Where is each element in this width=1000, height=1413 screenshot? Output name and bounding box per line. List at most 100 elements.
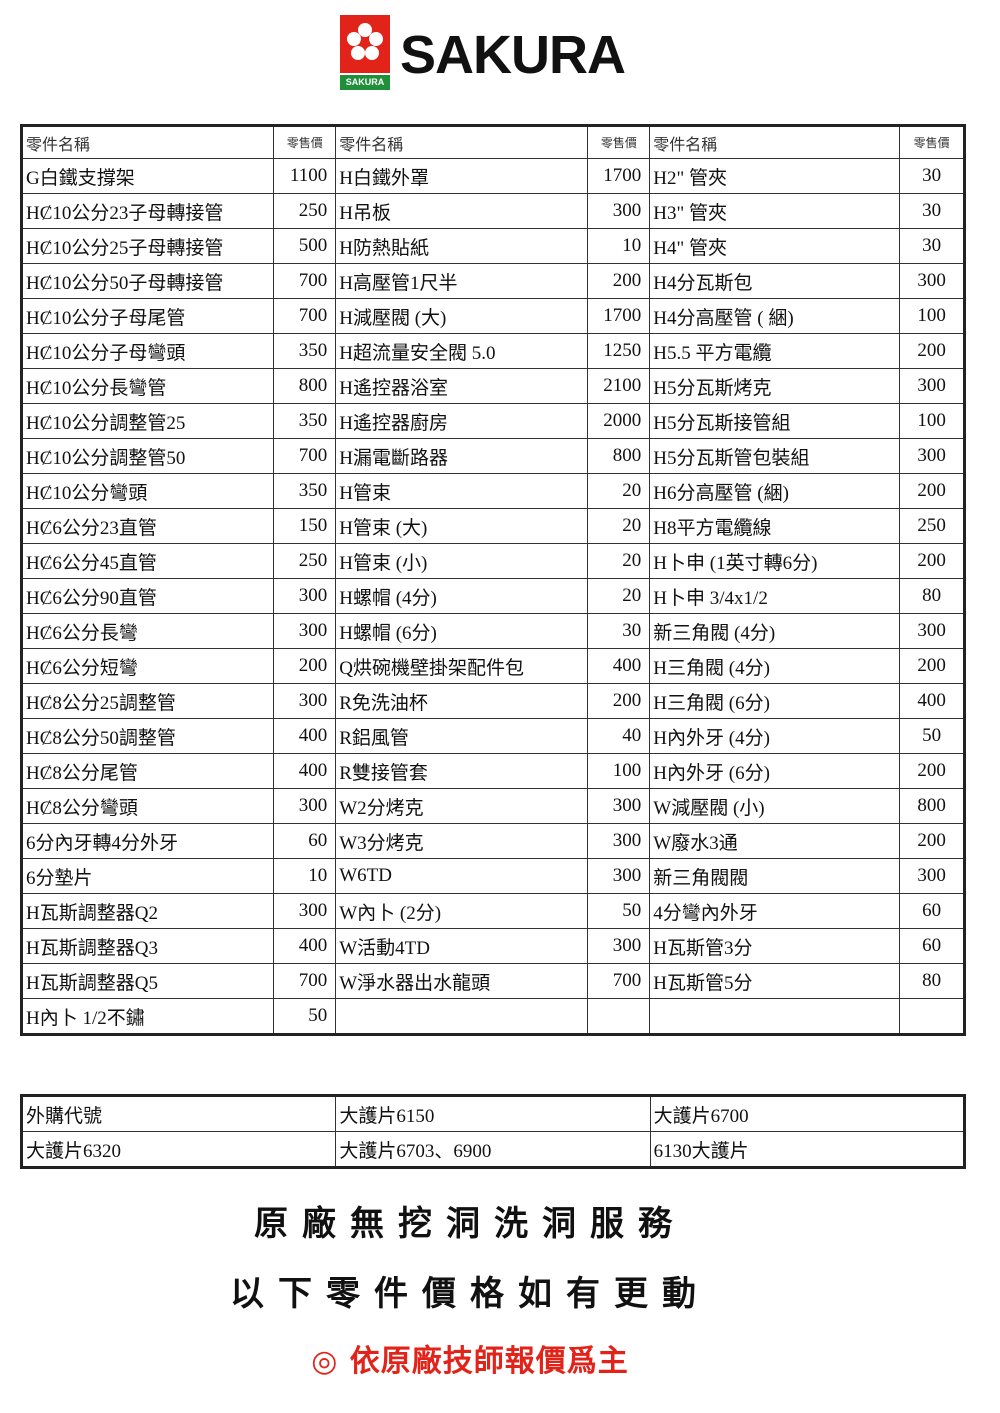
brand-name: SAKURA (400, 25, 626, 85)
part-name: R雙接管套 (335, 753, 589, 789)
part-price: 40 (587, 718, 651, 754)
part-name: R免洗油杯 (335, 683, 589, 719)
part-name: 6分內牙轉4分外牙 (20, 823, 275, 859)
part-price: 700 (273, 263, 337, 299)
part-price: 150 (273, 508, 337, 544)
part-name: H遙控器浴室 (335, 368, 589, 404)
part-price: 80 (899, 578, 965, 614)
table-row: HȻ10公分彎頭 350 H管束 20 H6分高壓管 (綑) 200 (20, 473, 965, 509)
table-row: HȻ8公分尾管 400 R雙接管套 100 H內外牙 (6分) 200 (20, 753, 965, 789)
part-name: W活動4TD (335, 928, 589, 964)
sakura-flower-icon (347, 23, 383, 60)
part-name: H5.5 平方電纜 (649, 333, 901, 369)
part-price: 300 (273, 788, 337, 824)
part-name: H三角閥 (4分) (649, 648, 901, 684)
header-price: 零售價 (273, 125, 337, 159)
part-price: 700 (273, 298, 337, 334)
part-price: 60 (273, 823, 337, 859)
part-price: 20 (587, 473, 651, 509)
part-price: 700 (587, 963, 651, 999)
part-name: H5分瓦斯接管組 (649, 403, 901, 439)
part-price: 100 (899, 403, 965, 439)
part-name: H減壓閥 (大) (335, 298, 589, 334)
part-name: W2分烤克 (335, 788, 589, 824)
part-price: 1700 (587, 158, 651, 194)
part-name: H4分高壓管 ( 綑) (649, 298, 901, 334)
part-price: 50 (899, 718, 965, 754)
part-name: H漏電斷路器 (335, 438, 589, 474)
part-price: 30 (899, 193, 965, 229)
part-name: 新三角閥閥 (649, 858, 901, 894)
part-name: HȻ10公分長彎管 (20, 368, 275, 404)
part-price: 300 (587, 928, 651, 964)
code-cell: 大護片6700 (649, 1095, 966, 1132)
table-row: HȻ6公分45直管 250 H管束 (小) 20 H卜申 (1英寸轉6分) 200 (20, 543, 965, 579)
part-name: H4" 管夾 (649, 228, 901, 264)
part-name: W內卜 (2分) (335, 893, 589, 929)
table-row: H內卜 1/2不鏽 50 (20, 998, 965, 1035)
part-name: HȻ10公分調整管25 (20, 403, 275, 439)
part-price: 200 (899, 753, 965, 789)
table-row: HȻ8公分50調整管 400 R鋁風管 40 H內外牙 (4分) 50 (20, 718, 965, 754)
part-price: 250 (273, 543, 337, 579)
part-price: 400 (273, 928, 337, 964)
part-name (335, 998, 589, 1035)
part-name: H螺帽 (4分) (335, 578, 589, 614)
header-name: 零件名稱 (335, 125, 589, 159)
part-name: H高壓管1尺半 (335, 263, 589, 299)
part-price: 300 (587, 193, 651, 229)
part-price: 50 (273, 998, 337, 1035)
part-price: 250 (273, 193, 337, 229)
part-name: H8平方電纜線 (649, 508, 901, 544)
part-name: H內外牙 (4分) (649, 718, 901, 754)
part-name: H防熱貼紙 (335, 228, 589, 264)
part-price: 200 (899, 333, 965, 369)
header-price: 零售價 (899, 125, 965, 159)
part-price: 10 (587, 228, 651, 264)
part-price: 20 (587, 578, 651, 614)
part-price: 200 (899, 473, 965, 509)
part-name: HȻ10公分50子母轉接管 (20, 263, 275, 299)
sakura-logo: SAKURA SAKURA (340, 15, 626, 90)
part-name: H管束 (大) (335, 508, 589, 544)
table-row: H瓦斯調整器Q3 400 W活動4TD 300 H瓦斯管3分 60 (20, 928, 965, 964)
note-no-drilling: 原廠無挖洞洗洞服務 (254, 1204, 686, 1244)
part-name: H內外牙 (6分) (649, 753, 901, 789)
part-name: HȻ6公分45直管 (20, 543, 275, 579)
table-row: HȻ10公分長彎管 800 H遙控器浴室 2100 H5分瓦斯烤克 300 (20, 368, 965, 404)
header-row: 零件名稱 零售價 零件名稱 零售價 零件名稱 零售價 (20, 125, 965, 159)
part-price: 1700 (587, 298, 651, 334)
table-row: HȻ8公分25調整管 300 R免洗油杯 200 H三角閥 (6分) 400 (20, 683, 965, 719)
part-name: HȻ8公分彎頭 (20, 788, 275, 824)
table-row: HȻ10公分調整管50 700 H漏電斷路器 800 H5分瓦斯管包裝組 300 (20, 438, 965, 474)
part-name: W6TD (335, 858, 589, 894)
code-cell: 大護片6703、6900 (335, 1131, 651, 1168)
part-name: 6分墊片 (20, 858, 275, 894)
part-name: 4分彎內外牙 (649, 893, 901, 929)
part-price: 300 (273, 893, 337, 929)
external-codes-table: 外購代號 大護片6150 大護片6700 大護片6320 大護片6703、6900 613… (20, 1094, 966, 1169)
part-price: 30 (899, 158, 965, 194)
part-name: HȻ8公分50調整管 (20, 718, 275, 754)
part-price: 700 (273, 438, 337, 474)
part-price: 800 (273, 368, 337, 404)
table-row: HȻ6公分短彎 200 Q烘碗機壁掛架配件包 400 H三角閥 (4分) 200 (20, 648, 965, 684)
code-cell: 外購代號 (20, 1095, 337, 1132)
part-price: 300 (899, 263, 965, 299)
part-price: 350 (273, 333, 337, 369)
part-name: HȻ10公分子母尾管 (20, 298, 275, 334)
part-name: H螺帽 (6分) (335, 613, 589, 649)
part-price: 200 (899, 823, 965, 859)
part-price: 30 (587, 613, 651, 649)
part-price: 300 (273, 578, 337, 614)
part-price: 10 (273, 858, 337, 894)
part-name: H4分瓦斯包 (649, 263, 901, 299)
part-price: 500 (273, 228, 337, 264)
table-row: HȻ10公分子母尾管 700 H減壓閥 (大) 1700 H4分高壓管 ( 綑) 100 (20, 298, 965, 334)
part-price: 20 (587, 508, 651, 544)
part-name: H5分瓦斯管包裝組 (649, 438, 901, 474)
part-name: H瓦斯調整器Q2 (20, 893, 275, 929)
part-name: H瓦斯管5分 (649, 963, 901, 999)
part-name: Q烘碗機壁掛架配件包 (335, 648, 589, 684)
code-cell: 大護片6320 (20, 1131, 337, 1168)
